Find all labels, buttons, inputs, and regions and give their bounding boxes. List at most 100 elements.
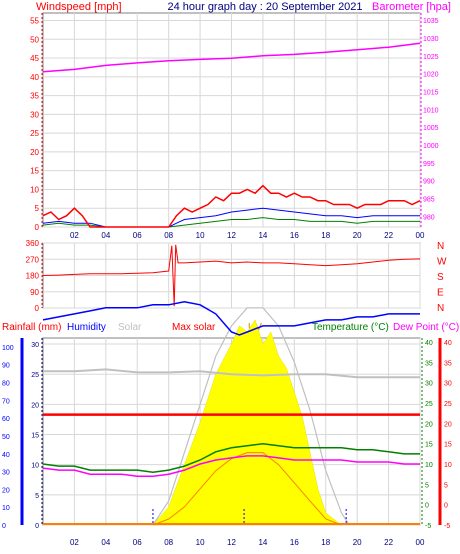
series-line-humidity bbox=[42, 301, 420, 336]
windspeed-tick-label: 5 bbox=[35, 204, 40, 213]
rainfall-tick-label: 0 bbox=[2, 523, 6, 530]
windspeed-tick-label: 15 bbox=[30, 167, 39, 176]
x-tick-label: 14 bbox=[258, 538, 267, 547]
barometer-tick-label: 1000 bbox=[423, 143, 439, 150]
x-tick-label: 22 bbox=[384, 231, 393, 240]
rainfall-tick-label: 30 bbox=[2, 470, 10, 477]
dewpoint-tick-label: 0 bbox=[444, 503, 448, 510]
windspeed-axis-label: Windspeed [mph] bbox=[36, 1, 122, 13]
series-line-uv bbox=[152, 452, 342, 526]
x-tick-label: 14 bbox=[258, 231, 267, 240]
x-tick-label: 06 bbox=[133, 231, 142, 240]
x-tick-label: 12 bbox=[227, 538, 236, 547]
windspeed-tick-label: 30 bbox=[30, 110, 39, 119]
barometer-tick-label: 985 bbox=[423, 196, 435, 203]
windspeed-tick-label: 20 bbox=[30, 148, 39, 157]
dewpoint-tick-label: -5 bbox=[444, 523, 450, 530]
temperature-tick-label: 20 bbox=[425, 421, 433, 428]
humidity-tick-label: 25 bbox=[31, 372, 39, 379]
x-tick-label: 00 bbox=[416, 538, 425, 547]
humidity-tick-label: 30 bbox=[31, 342, 39, 349]
legend-rainfall: Rainfall (mm) bbox=[2, 322, 61, 333]
series-line-dew-point bbox=[42, 455, 420, 477]
humidity-tick-label: 20 bbox=[31, 402, 39, 409]
x-tick-label: 06 bbox=[133, 538, 142, 547]
windspeed-tick-label: 35 bbox=[30, 92, 39, 101]
temperature-tick-label: 0 bbox=[425, 503, 429, 510]
compass-label: S bbox=[437, 272, 444, 283]
rainfall-tick-label: 20 bbox=[2, 487, 10, 494]
series-line-wind bbox=[42, 184, 421, 228]
compass-label: N bbox=[437, 241, 444, 252]
humidity-tick-label: 0 bbox=[35, 523, 39, 530]
series-line-avg bbox=[42, 217, 420, 228]
barometer-tick-label: 1025 bbox=[423, 54, 439, 61]
temperature-tick-label: 15 bbox=[425, 442, 433, 449]
dewpoint-tick-label: 10 bbox=[444, 462, 452, 469]
dewpoint-tick-label: 30 bbox=[444, 381, 452, 388]
series-line-gust bbox=[42, 207, 420, 228]
compass-label: N bbox=[437, 303, 444, 314]
series-line-barometer bbox=[42, 42, 421, 73]
windspeed-tick-label: 25 bbox=[30, 129, 39, 138]
barometer-tick-label: 980 bbox=[423, 214, 435, 221]
compass-label: W bbox=[437, 257, 447, 268]
rainfall-tick-label: 50 bbox=[2, 434, 10, 441]
dewpoint-tick-label: 25 bbox=[444, 401, 452, 408]
rainfall-tick-label: 80 bbox=[2, 381, 10, 388]
direction-tick-label: 180 bbox=[26, 272, 40, 281]
temperature-tick-label: 25 bbox=[425, 401, 433, 408]
barometer-tick-label: 1015 bbox=[423, 89, 439, 96]
rainfall-tick-label: 100 bbox=[2, 345, 14, 352]
windspeed-tick-label: 55 bbox=[30, 17, 39, 26]
x-tick-label: 10 bbox=[196, 538, 205, 547]
barometer-tick-label: 1035 bbox=[423, 18, 439, 25]
chart-title: 24 hour graph day : 20 September 2021 bbox=[167, 1, 362, 13]
windspeed-tick-label: 45 bbox=[30, 54, 39, 63]
x-tick-label: 22 bbox=[384, 538, 393, 547]
solar-area bbox=[152, 319, 343, 526]
temperature-tick-label: 40 bbox=[425, 340, 433, 347]
humidity-tick-label: 5 bbox=[35, 493, 39, 500]
legend-dew-point: Dew Point (°C) bbox=[393, 322, 459, 333]
x-tick-label: 16 bbox=[290, 538, 299, 547]
windspeed-tick-label: 0 bbox=[35, 223, 40, 232]
barometer-tick-label: 1020 bbox=[423, 72, 439, 79]
dewpoint-tick-label: 40 bbox=[444, 340, 452, 347]
legend-max-solar: Max solar bbox=[172, 322, 216, 333]
direction-tick-label: 270 bbox=[26, 255, 40, 264]
rainfall-tick-label: 60 bbox=[2, 416, 10, 423]
wind-baro-panel: 0510152025303540455055980985990995100010… bbox=[30, 12, 439, 240]
temperature-tick-label: 5 bbox=[425, 482, 429, 489]
windspeed-tick-label: 10 bbox=[30, 185, 39, 194]
x-tick-label: 04 bbox=[101, 231, 110, 240]
direction-tick-label: 90 bbox=[30, 288, 39, 297]
rainfall-tick-label: 90 bbox=[2, 363, 10, 370]
x-tick-label: 08 bbox=[164, 538, 173, 547]
x-tick-label: 04 bbox=[101, 538, 110, 547]
windspeed-tick-label: 40 bbox=[30, 73, 39, 82]
dewpoint-tick-label: 5 bbox=[444, 482, 448, 489]
legend-solar: Solar bbox=[118, 322, 142, 333]
temperature-tick-label: 35 bbox=[425, 360, 433, 367]
windspeed-tick-label: 50 bbox=[30, 35, 39, 44]
x-tick-label: 12 bbox=[227, 231, 236, 240]
x-tick-label: 18 bbox=[321, 538, 330, 547]
dewpoint-tick-label: 15 bbox=[444, 442, 452, 449]
temperature-tick-label: 10 bbox=[425, 462, 433, 469]
barometer-tick-label: 1005 bbox=[423, 125, 439, 132]
x-tick-label: 08 bbox=[164, 231, 173, 240]
direction-tick-label: 0 bbox=[35, 304, 40, 313]
barometer-tick-label: 990 bbox=[423, 179, 435, 186]
humidity-tick-label: 10 bbox=[31, 463, 39, 470]
rainfall-tick-label: 70 bbox=[2, 398, 10, 405]
humidity-tick-label: 15 bbox=[31, 433, 39, 440]
x-tick-label: 18 bbox=[321, 231, 330, 240]
barometer-axis-label: Barometer [hpa] bbox=[372, 1, 451, 13]
compass-label: E bbox=[437, 288, 444, 299]
barometer-tick-label: 1030 bbox=[423, 36, 439, 43]
rainfall-tick-label: 10 bbox=[2, 505, 10, 512]
